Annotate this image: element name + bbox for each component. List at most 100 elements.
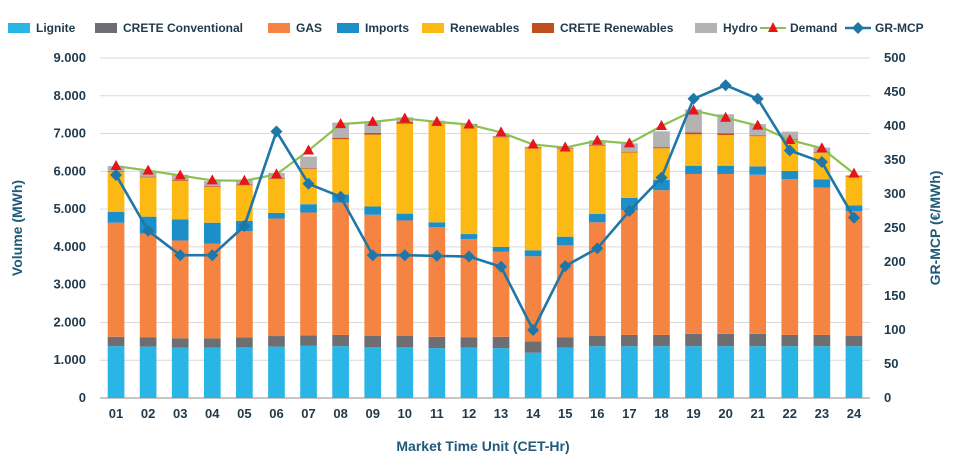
demand-point <box>303 144 315 155</box>
bar-imports <box>492 246 510 252</box>
bar-crete-conventional <box>300 335 317 346</box>
bar-crete-conventional <box>749 333 767 347</box>
demand-point <box>559 141 571 152</box>
x-tick-label: 04 <box>205 406 220 421</box>
legend-swatch-crete-conventional <box>95 23 117 33</box>
legend-marker-demand <box>768 22 778 32</box>
bar-lignite <box>717 346 734 398</box>
bar-renewables <box>556 149 574 237</box>
x-tick-label: 20 <box>718 406 732 421</box>
bar-crete-renewables <box>203 186 221 187</box>
bar-gas <box>813 187 831 335</box>
bar-lignite <box>332 346 349 398</box>
gr-mcp-point <box>623 205 636 217</box>
y2-tick-label: 350 <box>884 152 906 167</box>
y-axis-title: Volume (MWh) <box>9 180 25 276</box>
bar-crete-conventional <box>524 341 542 353</box>
bar-lignite <box>107 346 125 398</box>
gr-mcp-point <box>206 249 219 262</box>
bar-lignite <box>588 346 606 398</box>
bar-renewables <box>139 177 157 217</box>
y-tick-label: 4.000 <box>53 239 86 254</box>
legend-label-hydro: Hydro <box>723 21 758 35</box>
gr-mcp-point <box>495 260 508 273</box>
bar-crete-renewables <box>717 133 734 136</box>
bar-lignite <box>492 348 510 398</box>
bar-hydro <box>653 131 670 148</box>
bar-lignite <box>653 346 670 398</box>
bar-gas <box>653 190 670 335</box>
bar-crete-conventional <box>268 336 285 347</box>
x-tick-label: 22 <box>783 406 797 421</box>
gr-mcp-point <box>815 156 828 169</box>
bar-renewables <box>845 176 863 206</box>
bar-imports <box>685 165 702 174</box>
bar-hydro <box>749 124 767 136</box>
bar-renewables <box>749 136 767 167</box>
bar-renewables <box>460 125 478 235</box>
gr-mcp-point <box>238 219 251 232</box>
bar-gas <box>139 233 157 338</box>
bar-lignite <box>396 347 414 398</box>
legend-label-crete-renewables: CRETE Renewables <box>560 21 674 35</box>
gr-mcp-point <box>591 242 604 255</box>
bar-crete-conventional <box>717 333 734 347</box>
bar-crete-renewables <box>813 152 831 153</box>
bar-crete-conventional <box>332 334 349 347</box>
bar-gas <box>717 173 734 334</box>
bar-lignite <box>749 346 767 398</box>
bar-lignite <box>845 346 863 398</box>
bar-renewables <box>685 134 702 166</box>
bar-lignite <box>428 348 446 398</box>
bar-imports <box>653 180 670 191</box>
x-tick-label: 08 <box>333 406 347 421</box>
y-tick-label: 3.000 <box>53 277 86 292</box>
demand-point <box>720 111 732 122</box>
bar-crete-renewables <box>685 132 702 135</box>
legend-swatch-renewables <box>422 23 444 33</box>
x-tick-label: 18 <box>654 406 668 421</box>
gr-mcp-point <box>270 125 283 138</box>
bar-gas <box>588 222 606 336</box>
demand-point <box>206 174 218 185</box>
bar-renewables <box>428 122 446 223</box>
gr-mcp-point <box>847 211 860 224</box>
demand-point <box>174 169 186 180</box>
demand-point <box>752 119 764 130</box>
demand-point <box>495 126 507 137</box>
y2-tick-label: 500 <box>884 50 906 65</box>
y2-tick-label: 250 <box>884 220 906 235</box>
bar-crete-conventional <box>556 337 574 348</box>
y2-tick-label: 50 <box>884 356 898 371</box>
bar-crete-conventional <box>107 336 125 347</box>
bar-crete-conventional <box>492 336 510 349</box>
x-tick-label: 16 <box>590 406 604 421</box>
bar-imports <box>749 166 767 175</box>
demand-point <box>655 120 667 130</box>
bar-lignite <box>236 347 253 398</box>
y2-tick-label: 0 <box>884 390 891 405</box>
bar-renewables <box>524 148 542 251</box>
demand-point <box>623 137 635 148</box>
legend-label-crete-conventional: CRETE Conventional <box>123 21 243 35</box>
bar-crete-conventional <box>621 334 638 347</box>
gr-mcp-point <box>302 177 315 190</box>
legend-label-imports: Imports <box>365 21 409 35</box>
bar-crete-conventional <box>653 334 670 347</box>
bar-crete-renewables <box>171 180 189 181</box>
bar-renewables <box>203 186 221 223</box>
bar-lignite <box>685 346 702 398</box>
bar-gas <box>749 174 767 334</box>
x-tick-label: 02 <box>141 406 155 421</box>
bar-crete-conventional <box>364 335 382 347</box>
bar-crete-conventional <box>139 337 157 347</box>
bar-crete-conventional <box>203 338 221 348</box>
bar-lignite <box>268 346 285 398</box>
y2-axis-title: GR-MCP (€/MWh) <box>927 171 943 286</box>
bar-crete-conventional <box>171 338 189 348</box>
x-tick-label: 19 <box>686 406 700 421</box>
bar-imports <box>556 236 574 246</box>
bar-crete-conventional <box>813 334 831 347</box>
bar-gas <box>621 210 638 335</box>
bar-crete-renewables <box>364 132 382 135</box>
